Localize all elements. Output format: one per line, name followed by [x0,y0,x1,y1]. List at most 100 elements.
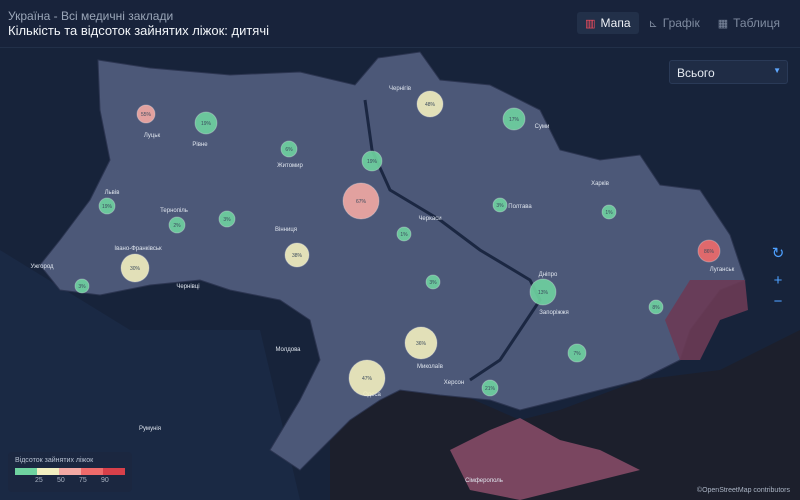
tab-label: Мапа [600,16,631,30]
region-bubble[interactable]: 47% [348,359,386,397]
legend-swatch [81,468,103,475]
bubble-value: 19% [102,204,113,210]
ukraine-territory [39,51,746,471]
city-label: Чернівці [176,284,199,290]
region-bubble[interactable]: 3% [74,278,90,294]
tab-label: Таблиця [733,16,780,30]
bubble-circle [136,104,156,124]
city-label: Львів [105,190,120,196]
region-bubble[interactable]: 13% [529,278,557,306]
bubble-value: 36% [416,341,427,347]
city-label: Житомир [277,163,303,169]
bubble-value: 19% [367,159,378,165]
bubble-value: 38% [292,253,303,259]
city-label: Миколаїв [417,364,443,370]
chevron-down-icon: ▼ [773,66,781,75]
region-bubble[interactable]: 48% [416,90,444,118]
region-bubble[interactable]: 3% [425,274,441,290]
filter-value: Всього [677,66,715,80]
region-bubble[interactable]: 19% [194,111,218,135]
zoom-out-button[interactable]: − [773,293,783,310]
tab-chart[interactable]: ⊾ Графік [641,12,708,34]
view-tabs: ▥ Мапа ⊾ Графік ▦ Таблиця [577,12,788,34]
bubble-circle [648,299,664,315]
region-bubble[interactable]: 17% [502,107,526,131]
tab-label: Графік [662,16,700,30]
region-bubble[interactable]: 3% [218,210,236,228]
bubble-circle [168,216,186,234]
region-bubble[interactable]: 6% [280,140,298,158]
bubble-circle [120,253,150,283]
reset-icon: ↻ [771,245,785,262]
bubble-value: 47% [362,376,373,382]
reset-view-button[interactable]: ↻ [770,246,786,262]
region-bubble[interactable]: 86% [697,239,721,263]
bubble-value: 8% [652,305,660,311]
region-bubble[interactable]: 1% [396,226,412,242]
bubble-circle [492,197,508,213]
bubble-value: 7% [573,351,581,357]
city-label: Харків [591,181,609,187]
region-bubble[interactable]: 1% [601,204,617,220]
table-icon: ▦ [717,17,729,30]
header: Україна - Всі медичні заклади Кількість … [0,0,800,48]
region-bubble[interactable]: 55% [136,104,156,124]
bubble-value: 55% [141,112,152,118]
region-bubble[interactable]: 21% [481,379,499,397]
bubble-value: 3% [496,203,504,209]
region-bubble[interactable]: 3% [492,197,508,213]
bubble-circle [481,379,499,397]
city-label: Вінниця [275,227,297,233]
map-icon: ▥ [585,17,596,30]
zoom-in-button[interactable]: + [773,272,783,289]
bubble-circle [601,204,617,220]
city-label: Дніпро [539,272,558,278]
region-bubble[interactable]: 67% [342,182,380,220]
region-bubble[interactable]: 19% [361,150,383,172]
region-bubble[interactable]: 30% [120,253,150,283]
map[interactable]: Луцьк Рівне Житомир Чернігів Суми Львів Терноп… [0,48,800,500]
bubble-circle [342,182,380,220]
bubble-circle [567,343,587,363]
bubble-value: 2% [173,223,181,229]
city-label: Рівне [192,142,208,148]
neighbor-region [0,250,300,500]
bubble-value: 13% [538,290,549,296]
bubble-circle [194,111,218,135]
tab-table[interactable]: ▦ Таблиця [710,12,788,34]
bubble-value: 3% [429,280,437,286]
city-label: Молдова [275,347,301,353]
sea [330,330,800,500]
filter-select[interactable]: Всього ▼ [669,60,788,84]
bubble-value: 48% [425,102,436,108]
occupied-crimea [450,418,640,500]
legend-color-bar [15,468,125,475]
bubble-circle [697,239,721,263]
occupied-donbas [665,280,748,360]
region-bubble[interactable]: 7% [567,343,587,363]
bubble-value: 19% [201,121,212,127]
region-bubble[interactable]: 8% [648,299,664,315]
bubble-circle [74,278,90,294]
region-bubble[interactable]: 19% [98,197,116,215]
chart-icon: ⊾ [648,17,658,30]
city-label: Ужгород [30,264,54,270]
region-bubble[interactable]: 2% [168,216,186,234]
bubble-circle [425,274,441,290]
region-bubble[interactable]: 36% [404,326,438,360]
subtitle: Україна - Всі медичні заклади [8,9,174,23]
region-bubble[interactable]: 38% [284,242,310,268]
legend-tick: 50 [57,477,65,484]
city-label: Черкаси [418,216,441,222]
legend-tick: 90 [101,477,109,484]
bubble-value: 3% [223,217,231,223]
bubble-value: 6% [285,147,293,153]
bubble-circle [404,326,438,360]
city-label: Полтава [508,204,532,210]
bubble-circle [218,210,236,228]
city-label: Чернігів [389,86,411,92]
city-label: Івано-Франківськ [114,246,162,252]
city-label: Сімферополь [465,478,503,484]
tab-map[interactable]: ▥ Мапа [577,12,639,34]
attribution: ©OpenStreetMap contributors [696,487,790,494]
